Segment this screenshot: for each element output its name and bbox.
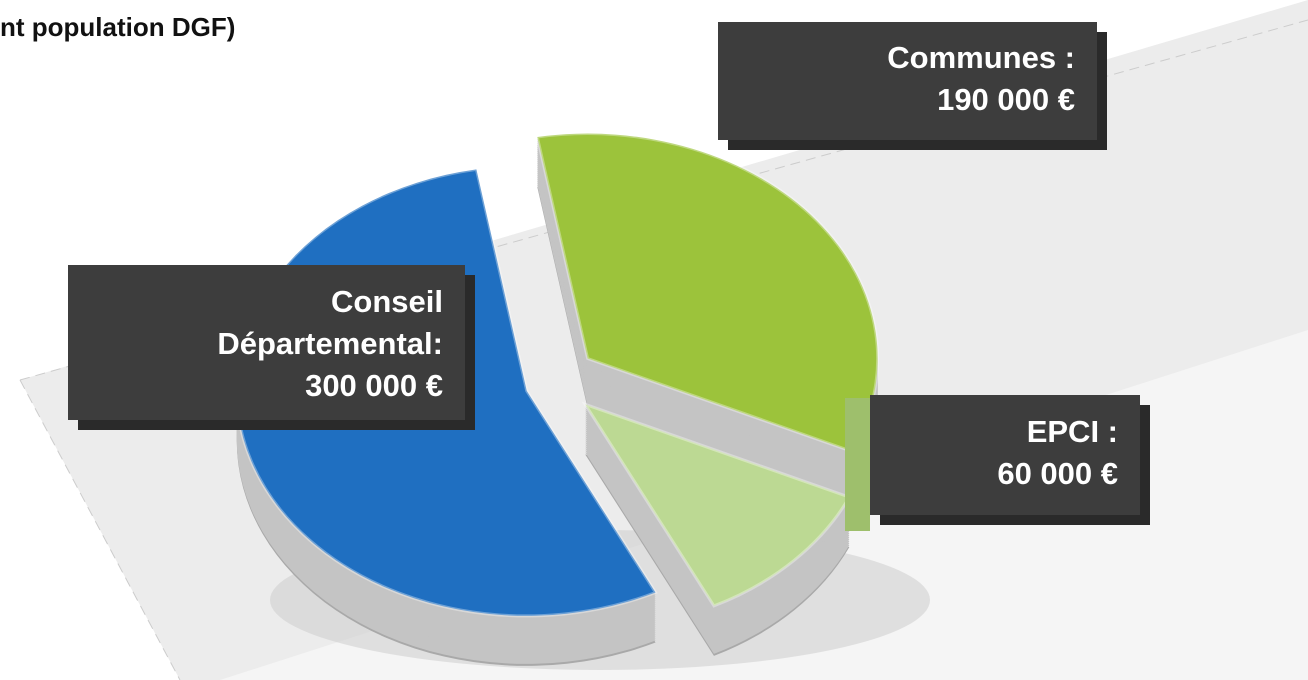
category-label: EPCI : xyxy=(1026,414,1118,449)
value-label: 60 000 € xyxy=(997,456,1118,491)
value-label: 190 000 € xyxy=(937,82,1075,117)
label-box: Conseil Départemental: 300 000 € xyxy=(68,265,465,420)
label-box: EPCI : 60 000 € xyxy=(870,395,1140,515)
value-label: 300 000 € xyxy=(305,368,443,403)
slice xyxy=(581,401,852,608)
category-label: Conseil Départemental: xyxy=(217,284,443,361)
slice xyxy=(535,132,880,454)
category-label: Communes : xyxy=(887,40,1075,75)
chart-title: nt population DGF) xyxy=(0,12,236,42)
label-box: Communes : 190 000 € xyxy=(718,22,1097,140)
dashed-edge xyxy=(19,379,181,680)
accent-strip xyxy=(845,398,870,531)
